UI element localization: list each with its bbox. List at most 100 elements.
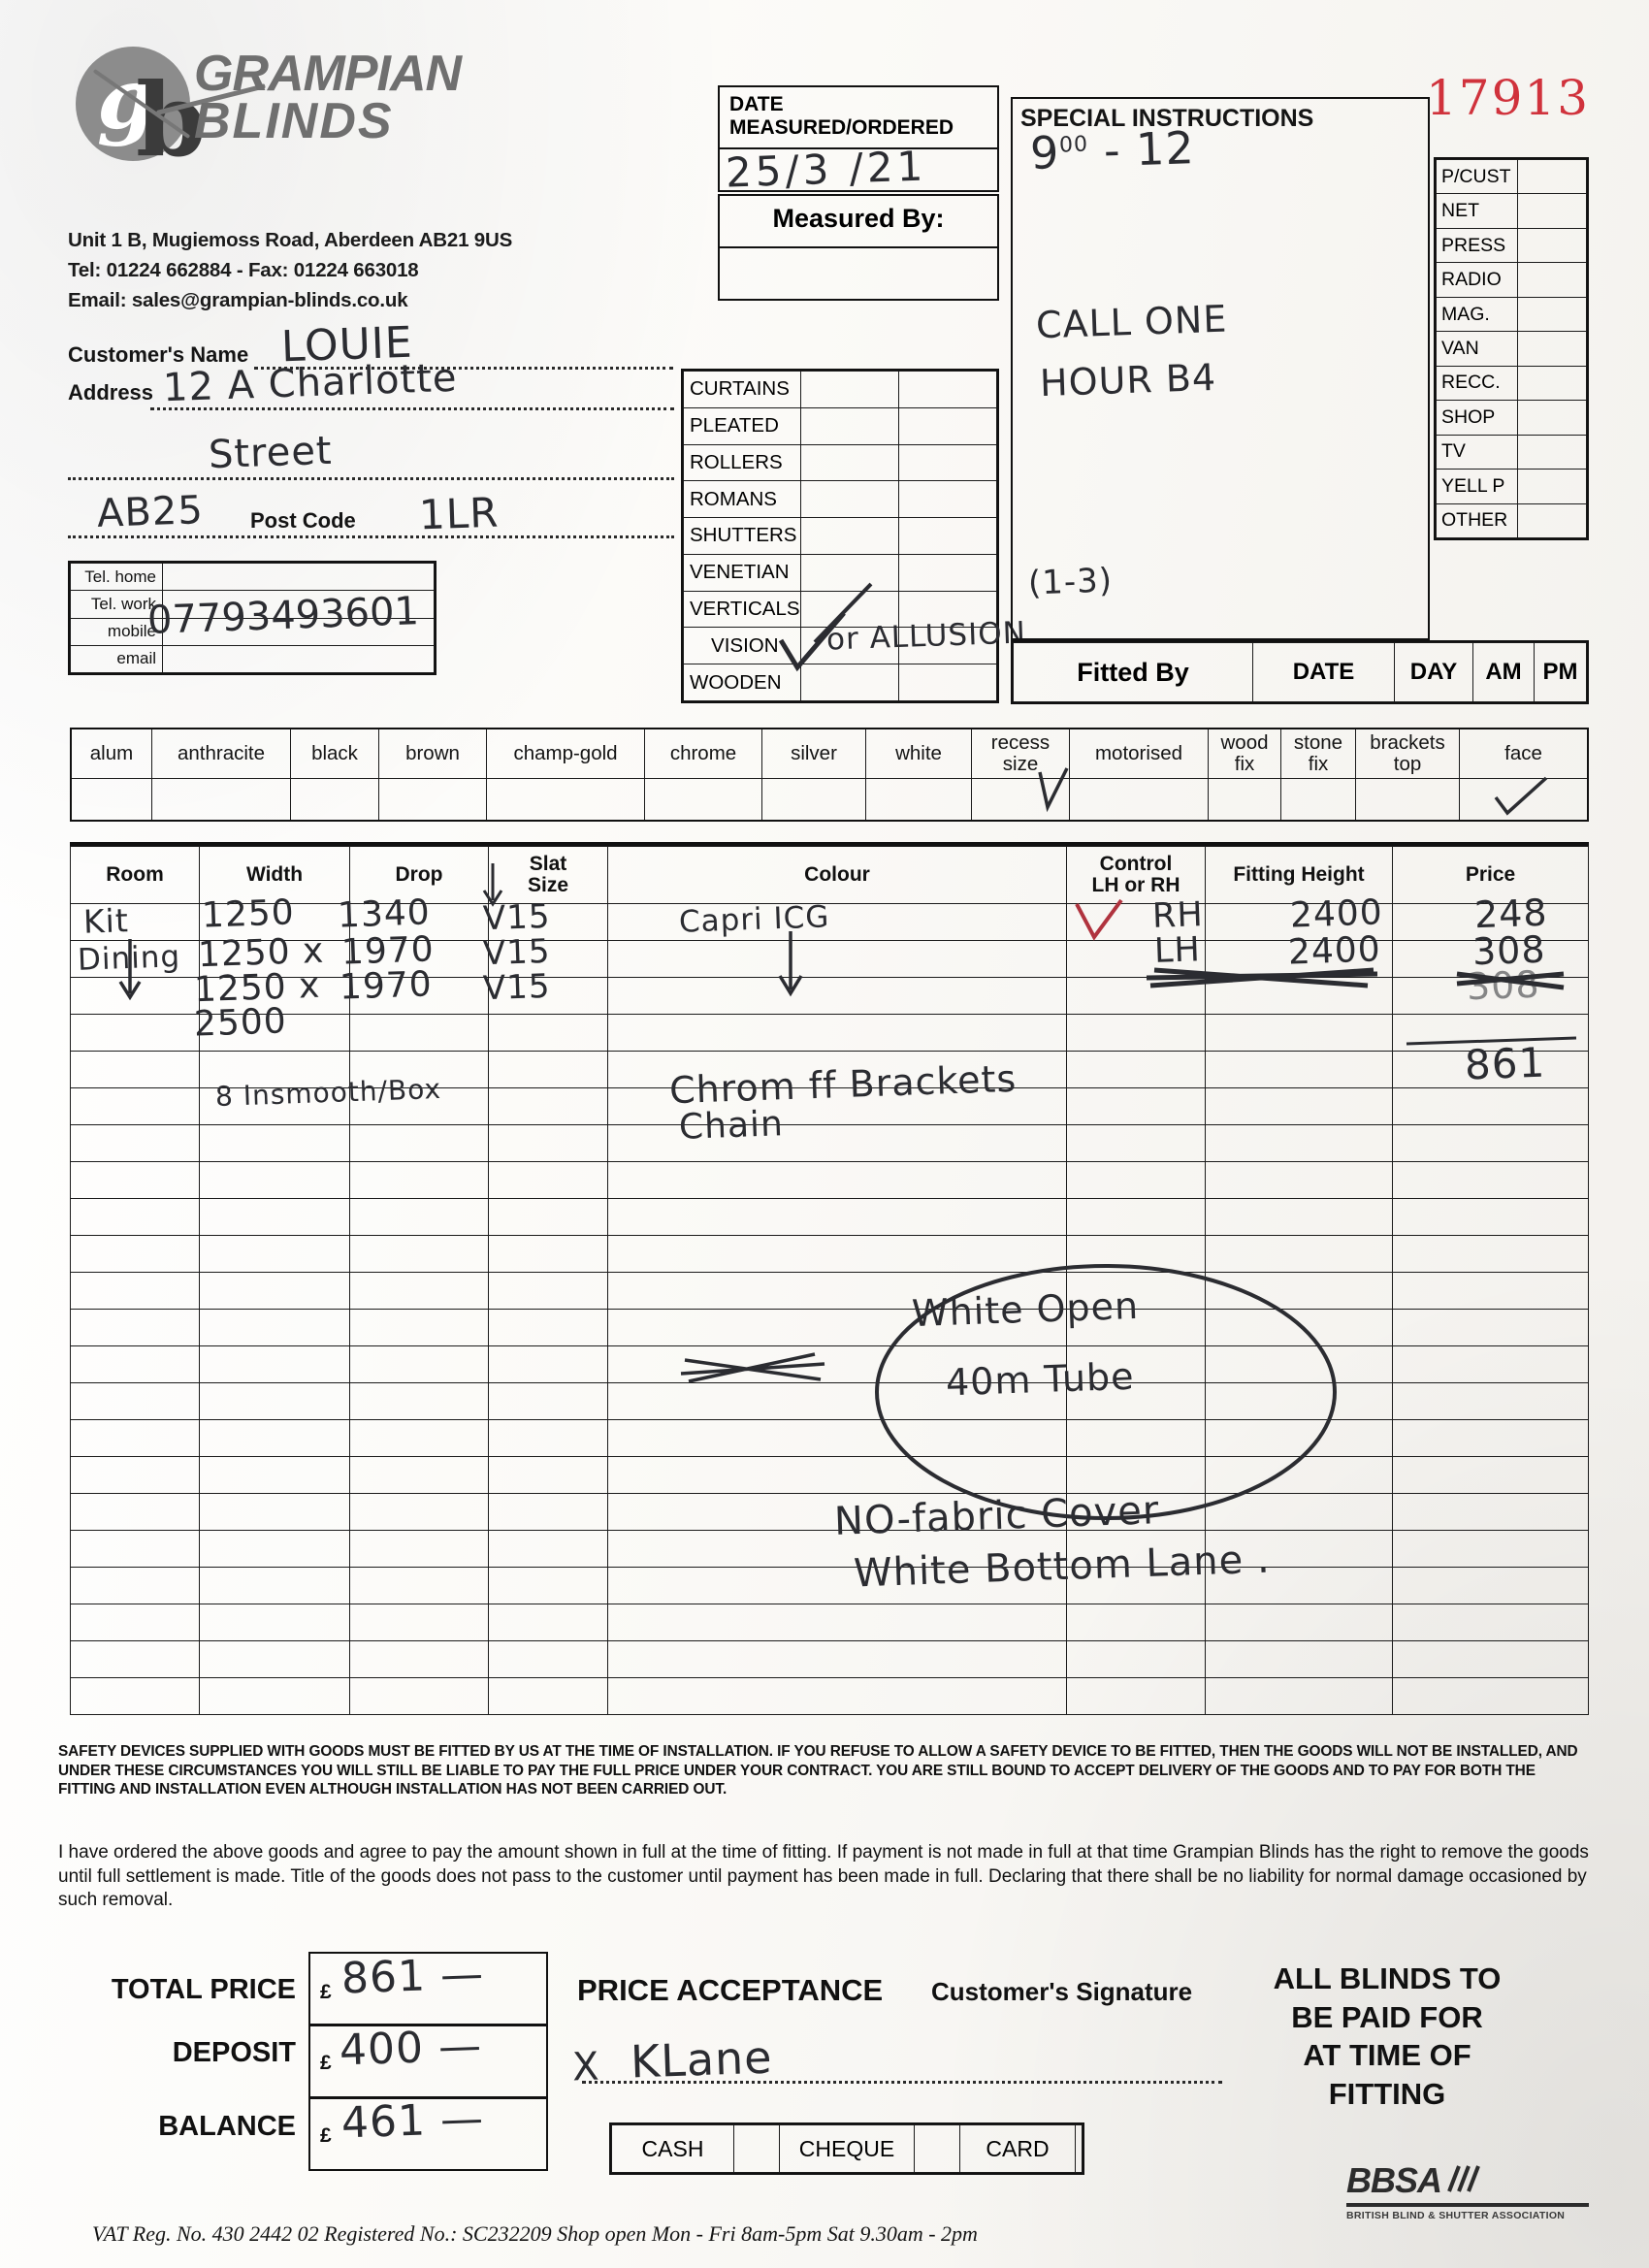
option-check-motorised[interactable]: [1069, 778, 1209, 822]
cell-width[interactable]: [199, 1493, 350, 1531]
cell-drop[interactable]: [349, 1309, 489, 1346]
cell-slat[interactable]: [488, 1235, 608, 1273]
option-check-champ-gold[interactable]: [486, 778, 645, 822]
option-label-motorised[interactable]: motorised: [1069, 728, 1209, 779]
option-label-chrome[interactable]: chrome: [644, 728, 762, 779]
cell-colour[interactable]: [607, 1014, 1067, 1052]
source-row-mag[interactable]: MAG.: [1436, 296, 1587, 333]
option-check-white[interactable]: [865, 778, 972, 822]
cell-price[interactable]: [1392, 1567, 1589, 1604]
cell-room[interactable]: [70, 1530, 200, 1568]
cell-price[interactable]: [1392, 1382, 1589, 1420]
cell-room[interactable]: [70, 1567, 200, 1604]
cell-height[interactable]: [1205, 1198, 1393, 1236]
blind-type-qty-curtains[interactable]: [799, 371, 899, 408]
option-label-brown[interactable]: brown: [378, 728, 487, 779]
table-row[interactable]: [70, 1640, 1589, 1678]
date-value-cell[interactable]: [720, 147, 997, 190]
cell-colour[interactable]: [607, 1677, 1067, 1715]
cell-slat[interactable]: [488, 1124, 608, 1162]
cell-control[interactable]: [1066, 1198, 1206, 1236]
contact-value-3[interactable]: [162, 644, 435, 674]
source-row-tv[interactable]: TV: [1436, 434, 1587, 470]
cell-slat[interactable]: [488, 1456, 608, 1494]
payment-card-check[interactable]: [1075, 2124, 1083, 2173]
cell-room[interactable]: [70, 1382, 200, 1420]
cell-slat[interactable]: [488, 1604, 608, 1641]
cell-height[interactable]: [1205, 1456, 1393, 1494]
cell-colour[interactable]: [607, 903, 1067, 941]
table-row[interactable]: [70, 1567, 1589, 1604]
cell-control[interactable]: [1066, 1419, 1206, 1457]
cell-height[interactable]: [1205, 1161, 1393, 1199]
cell-slat[interactable]: [488, 1161, 608, 1199]
cell-slat[interactable]: [488, 1640, 608, 1678]
cell-price[interactable]: [1392, 1014, 1589, 1052]
cell-control[interactable]: [1066, 1567, 1206, 1604]
cell-slat[interactable]: [488, 1493, 608, 1531]
cell-height[interactable]: [1205, 1640, 1393, 1678]
cell-slat[interactable]: [488, 1198, 608, 1236]
source-check-mag[interactable]: [1517, 296, 1587, 333]
table-row[interactable]: [70, 1087, 1589, 1125]
cell-drop[interactable]: [349, 1567, 489, 1604]
source-check-van[interactable]: [1517, 331, 1587, 367]
cell-height[interactable]: [1205, 1309, 1393, 1346]
cell-control[interactable]: [1066, 1530, 1206, 1568]
cell-colour[interactable]: [607, 1235, 1067, 1273]
table-row[interactable]: [70, 940, 1589, 978]
cell-height[interactable]: [1205, 1235, 1393, 1273]
option-label-stone-fix[interactable]: stone fix: [1280, 728, 1356, 779]
cell-colour[interactable]: [607, 1456, 1067, 1494]
cell-room[interactable]: [70, 1493, 200, 1531]
cell-control[interactable]: [1066, 1604, 1206, 1641]
cell-height[interactable]: [1205, 1345, 1393, 1383]
cell-control[interactable]: [1066, 1051, 1206, 1088]
cell-room[interactable]: [70, 1604, 200, 1641]
cell-height[interactable]: [1205, 1677, 1393, 1715]
option-check-anthracite[interactable]: [151, 778, 291, 822]
cell-drop[interactable]: [349, 1235, 489, 1273]
option-check-recess-size[interactable]: [971, 778, 1070, 822]
blind-type-note-rollers[interactable]: [897, 443, 998, 482]
source-row-shop[interactable]: SHOP: [1436, 400, 1587, 436]
cell-room[interactable]: [70, 1235, 200, 1273]
cell-control[interactable]: [1066, 1677, 1206, 1715]
cell-width[interactable]: [199, 1456, 350, 1494]
cell-width[interactable]: [199, 1124, 350, 1162]
blind-type-qty-venetian[interactable]: [799, 553, 899, 592]
cell-height[interactable]: [1205, 1419, 1393, 1457]
cell-slat[interactable]: [488, 1677, 608, 1715]
cell-price[interactable]: [1392, 1124, 1589, 1162]
cell-room[interactable]: [70, 1198, 200, 1236]
blind-type-qty-rollers[interactable]: [799, 443, 899, 482]
cell-height[interactable]: [1205, 977, 1393, 1015]
cell-height[interactable]: [1205, 1382, 1393, 1420]
source-row-radio[interactable]: RADIO: [1436, 262, 1587, 298]
cell-drop[interactable]: [349, 1382, 489, 1420]
cell-drop[interactable]: [349, 1677, 489, 1715]
table-row[interactable]: [70, 1604, 1589, 1641]
source-row-press[interactable]: PRESS: [1436, 227, 1587, 264]
table-row[interactable]: [70, 1530, 1589, 1568]
cell-colour[interactable]: [607, 1640, 1067, 1678]
source-check-tv[interactable]: [1517, 434, 1587, 470]
cell-height[interactable]: [1205, 1014, 1393, 1052]
option-label-anthracite[interactable]: anthracite: [151, 728, 291, 779]
contact-row-1[interactable]: Tel. work: [70, 590, 435, 619]
source-check-press[interactable]: [1517, 227, 1587, 264]
cell-price[interactable]: [1392, 1677, 1589, 1715]
cell-height[interactable]: [1205, 1272, 1393, 1310]
cell-slat[interactable]: [488, 903, 608, 941]
option-label-champ-gold[interactable]: champ-gold: [486, 728, 645, 779]
cell-width[interactable]: [199, 1419, 350, 1457]
cell-width[interactable]: [199, 977, 350, 1015]
cell-price[interactable]: [1392, 1087, 1589, 1125]
contact-row-0[interactable]: Tel. home: [70, 562, 435, 592]
source-row-recc[interactable]: RECC.: [1436, 365, 1587, 402]
cell-price[interactable]: [1392, 1456, 1589, 1494]
blind-type-note-wooden[interactable]: [897, 664, 998, 701]
cell-slat[interactable]: [488, 977, 608, 1015]
option-check-alum[interactable]: [70, 778, 152, 822]
blind-type-note-romans[interactable]: [897, 480, 998, 519]
